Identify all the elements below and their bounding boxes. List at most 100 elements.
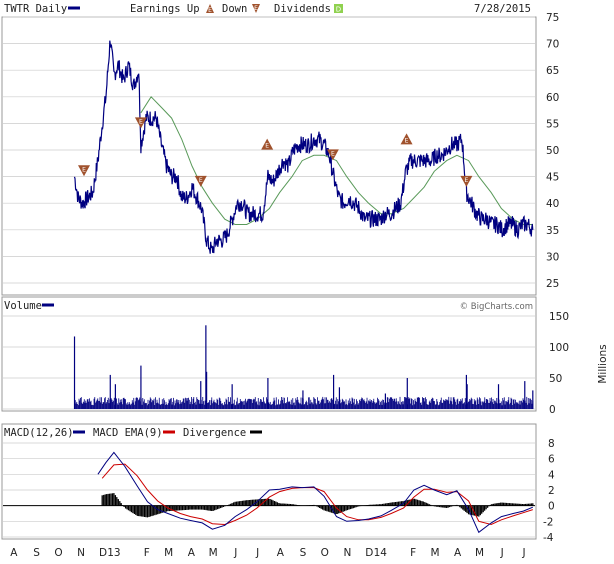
earnings-down-icon: E (252, 4, 260, 13)
earnings-marker-glyph: E (405, 137, 409, 144)
volume-tick-label: 150 (549, 311, 569, 323)
x-tick-label: O (54, 547, 62, 559)
price-tick-label: 45 (546, 172, 559, 184)
macd-line (97, 451, 533, 534)
macd-label: MACD(12,26) (4, 427, 74, 439)
moving-average-line (140, 95, 533, 225)
dividends-icon: D (334, 4, 343, 14)
macd-tick-label: 2 (548, 485, 555, 497)
earnings-marker-glyph: E (199, 177, 203, 184)
earnings-up-glyph: E (208, 7, 212, 14)
x-tick-label: A (188, 547, 196, 559)
volume-tick-label: 100 (549, 342, 569, 354)
macd-tick-label: 4 (548, 469, 555, 481)
x-tick-label: F (410, 547, 416, 559)
earnings-marker-glyph: E (465, 177, 469, 184)
x-tick-label: J (255, 547, 259, 559)
down-label: Down (222, 3, 247, 15)
earnings-marker-glyph: E (265, 143, 269, 150)
price-panel-frame (1, 16, 537, 296)
x-tick-label: 14 (374, 547, 388, 559)
macd-tick-label: 8 (548, 438, 555, 450)
earnings-marker-shape (78, 165, 91, 177)
earnings-marker-shape (194, 175, 207, 187)
earnings-marker-shape (134, 117, 147, 129)
earnings-down-glyph: E (254, 5, 258, 12)
price-tick-label: 50 (546, 145, 559, 157)
earnings-up-icon: E (206, 4, 214, 14)
price-y-axis: 75 70 65 60 55 50 45 40 35 30 25 (546, 12, 559, 290)
x-tick-label: F (144, 547, 150, 559)
x-tick-label: J (500, 547, 504, 559)
macd-ema-label: MACD EMA(9) (93, 427, 163, 439)
x-tick-label: A (277, 547, 285, 559)
earnings-markers: E E E E E E E (78, 117, 473, 187)
earnings-down-marker: E (194, 175, 207, 187)
x-tick-label: A (10, 547, 18, 559)
x-tick-label: D (99, 547, 107, 559)
x-tick-label: J (233, 547, 237, 559)
x-tick-label: M (164, 547, 173, 559)
volume-y-axis: 150 100 50 0 (549, 311, 569, 416)
earnings-up-marker: E (400, 133, 413, 145)
x-tick-label: M (475, 547, 484, 559)
macd-tick-label: 0 (548, 501, 555, 513)
x-tick-label: S (300, 547, 307, 559)
x-tick-label: A (454, 547, 462, 559)
macd-panel-frame (1, 423, 537, 540)
macd-tick-label: -2 (543, 516, 553, 528)
x-tick-label: M (430, 547, 439, 559)
dividends-label: Dividends (274, 3, 331, 15)
x-tick-label: N (77, 547, 85, 559)
x-tick-label: O (321, 547, 329, 559)
macd-tick-label: -4 (543, 532, 554, 544)
earnings-marker-shape (326, 149, 339, 161)
price-tick-label: 40 (546, 198, 559, 210)
price-tick-label: 25 (546, 278, 559, 290)
macd-tick-label: 6 (548, 454, 555, 466)
price-legend: TWTR Daily Earnings Up E Down E Dividend… (4, 3, 531, 15)
earnings-up-marker: E (261, 138, 274, 150)
earnings-marker-shape (400, 133, 413, 145)
earnings-marker-shape (261, 138, 274, 150)
divergence-label: Divergence (183, 427, 246, 439)
volume-tick-label: 0 (549, 404, 556, 416)
millions-label: Millions (597, 344, 609, 383)
earnings-down-marker: E (134, 117, 147, 129)
x-tick-label: N (343, 547, 351, 559)
price-tick-label: 55 (546, 118, 559, 130)
x-tick-label: J (522, 547, 526, 559)
volume-bars (73, 325, 534, 409)
price-tick-label: 30 (546, 251, 559, 263)
volume-label: Volume (4, 300, 42, 312)
copyright-text: © BigCharts.com (460, 302, 533, 312)
symbol-label: TWTR Daily (4, 3, 67, 15)
price-tick-label: 35 (546, 225, 559, 237)
x-tick-label: D (365, 547, 373, 559)
price-line (73, 40, 534, 254)
earnings-marker-glyph: E (139, 118, 143, 125)
earnings-marker-glyph: E (331, 150, 335, 157)
x-axis: A S O N D 13 F M A M J J A S O N D 14 F M A M J J (10, 547, 525, 559)
volume-tick-label: 50 (549, 373, 562, 385)
price-tick-label: 75 (546, 12, 559, 24)
x-tick-label: M (209, 547, 218, 559)
macd-panel: MACD(12,26) MACD EMA(9) Divergence 8 6 4 2 0… (1, 423, 555, 544)
macd-y-axis: 8 6 4 2 0 -2 -4 (543, 438, 555, 544)
dividends-glyph: D (336, 6, 341, 14)
macd-ema-line (101, 463, 533, 526)
price-panel: 75 70 65 60 55 50 45 40 35 30 25 E E E E E E E (1, 12, 559, 296)
chart-date: 7/28/2015 (474, 3, 531, 15)
earnings-up-label: Earnings Up (130, 3, 200, 15)
volume-panel-frame (1, 296, 537, 412)
earnings-down-marker: E (460, 175, 473, 187)
earnings-down-marker: E (326, 149, 339, 161)
earnings-marker-shape (460, 175, 473, 187)
volume-panel: Volume © BigCharts.com 150 100 50 0 Million… (1, 296, 609, 416)
price-tick-label: 65 (546, 65, 559, 77)
earnings-marker-glyph: E (82, 166, 86, 173)
earnings-down-marker: E (78, 165, 91, 177)
x-tick-label: S (33, 547, 40, 559)
price-tick-label: 70 (546, 39, 559, 51)
